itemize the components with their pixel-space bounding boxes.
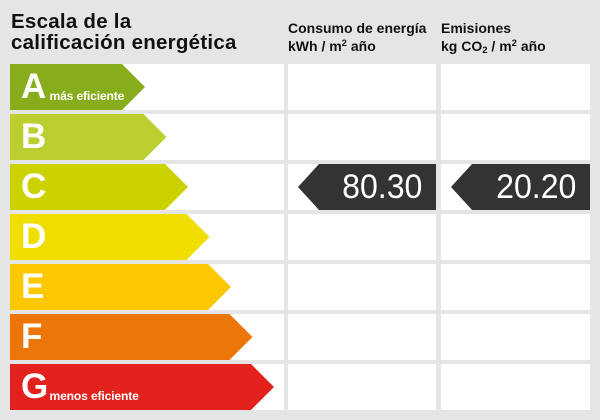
emisiones-cell-D bbox=[440, 214, 590, 260]
rating-row-cell-E: E bbox=[10, 264, 284, 310]
consumo-cell-D bbox=[288, 214, 436, 260]
emisiones-line2-pre: kg CO bbox=[441, 37, 483, 54]
consumo-cell-G bbox=[288, 364, 436, 410]
column-header-emisiones: Emisiones kg CO2 / m2 año bbox=[441, 20, 546, 55]
rating-row-cell-C: C bbox=[10, 164, 284, 210]
consumo-cell-E bbox=[288, 264, 436, 310]
rating-letter-D: D bbox=[21, 216, 47, 256]
emisiones-subscript-2: 2 bbox=[482, 45, 488, 56]
rating-letter-F: F bbox=[21, 316, 43, 356]
rating-note-A: más eficiente bbox=[49, 89, 125, 103]
rating-letter-G: G bbox=[21, 366, 49, 406]
rating-bar-G bbox=[10, 364, 274, 410]
consumo-superscript-2: 2 bbox=[341, 37, 347, 49]
emisiones-superscript-2: 2 bbox=[511, 37, 517, 49]
consumo-value: 80.30 bbox=[341, 167, 423, 206]
emisiones-cell-B bbox=[440, 114, 590, 160]
emisiones-cell-C: 20.20 bbox=[440, 164, 590, 210]
rating-bar-D bbox=[10, 214, 210, 260]
rating-bar-B bbox=[10, 114, 167, 160]
emisiones-value: 20.20 bbox=[495, 167, 577, 206]
consumo-cell-A bbox=[288, 64, 436, 110]
consumo-cell-B bbox=[288, 114, 436, 160]
emisiones-cell-F bbox=[440, 314, 590, 360]
emisiones-cell-G bbox=[440, 364, 590, 410]
rating-bar-C bbox=[10, 164, 188, 210]
rating-row-cell-B: B bbox=[10, 114, 284, 160]
rating-letter-A: A bbox=[21, 66, 47, 106]
page-title: Escala de la calificación energética bbox=[11, 10, 237, 54]
column-header-consumo: Consumo de energía kWh / m2 año bbox=[288, 20, 426, 55]
rating-row-cell-D: D bbox=[10, 214, 284, 260]
emisiones-value-arrow: 20.20 bbox=[451, 164, 590, 210]
rating-letter-C: C bbox=[21, 166, 47, 206]
rating-note-G: menos eficiente bbox=[49, 389, 139, 403]
consumo-line2-post: año bbox=[346, 37, 376, 54]
rating-bar-E bbox=[10, 264, 231, 310]
emisiones-line2-post: año bbox=[516, 37, 546, 54]
rating-letter-B: B bbox=[21, 116, 47, 156]
consumo-cell-F bbox=[288, 314, 436, 360]
emisiones-cell-A bbox=[440, 64, 590, 110]
consumo-cell-C: 80.30 bbox=[288, 164, 436, 210]
emisiones-line2-mid: / m bbox=[487, 37, 512, 54]
rating-letter-E: E bbox=[21, 266, 45, 306]
rating-bar-F bbox=[10, 314, 253, 360]
consumo-value-arrow: 80.30 bbox=[298, 164, 436, 210]
consumo-line2-pre: kWh / m bbox=[288, 37, 342, 54]
consumo-line2: kWh / m2 año bbox=[288, 38, 376, 54]
rating-row-cell-F: F bbox=[10, 314, 284, 360]
emisiones-cell-E bbox=[440, 264, 590, 310]
rating-bar-A bbox=[10, 64, 145, 110]
consumo-line1: Consumo de energía bbox=[288, 20, 427, 36]
emisiones-line2: kg CO2 / m2 año bbox=[441, 37, 546, 56]
emisiones-line1: Emisiones bbox=[441, 20, 512, 36]
